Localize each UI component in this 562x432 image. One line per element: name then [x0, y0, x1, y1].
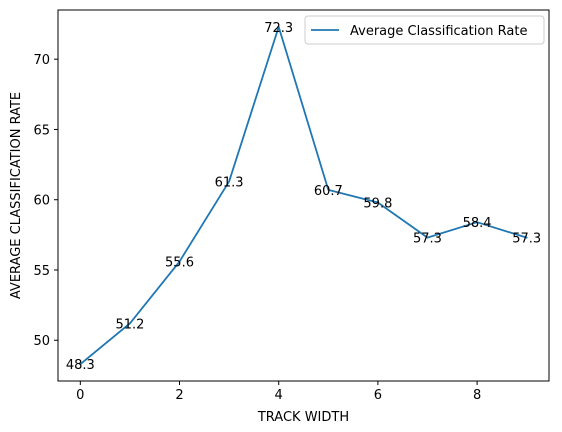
- series-line-average-classification-rate: [79, 25, 528, 366]
- x-tick-label: 2: [175, 388, 183, 403]
- y-axis-title: AVERAGE CLASSIFICATION RATE: [9, 92, 24, 299]
- y-tick-label: 65: [33, 123, 50, 138]
- legend-label-average-classification-rate: Average Classification Rate: [350, 24, 527, 39]
- data-label: 58.4: [463, 216, 492, 231]
- data-label: 51.2: [115, 317, 144, 332]
- x-tick-label: 8: [473, 388, 481, 403]
- data-label: 57.3: [512, 232, 541, 247]
- x-axis-title: TRACK WIDTH: [257, 410, 349, 425]
- data-label: 48.3: [66, 358, 95, 373]
- data-label: 57.3: [413, 232, 442, 247]
- y-tick-label: 50: [33, 334, 50, 349]
- x-tick-label: 4: [275, 388, 283, 403]
- legend: Average Classification Rate: [304, 15, 545, 45]
- x-tick-label: 0: [76, 388, 84, 403]
- y-tick-label: 70: [33, 53, 50, 68]
- data-label: 61.3: [215, 175, 244, 190]
- plot-frame: [57, 9, 550, 382]
- y-tick-label: 60: [33, 194, 50, 209]
- legend-box: [304, 15, 545, 45]
- y-tick-label: 55: [33, 264, 50, 279]
- x-tick-label: 6: [374, 388, 382, 403]
- data-label: 72.3: [264, 21, 293, 36]
- plot-area: [58, 10, 549, 381]
- data-label: 60.7: [314, 184, 343, 199]
- data-label: 59.8: [363, 197, 392, 212]
- data-label: 55.6: [165, 256, 194, 271]
